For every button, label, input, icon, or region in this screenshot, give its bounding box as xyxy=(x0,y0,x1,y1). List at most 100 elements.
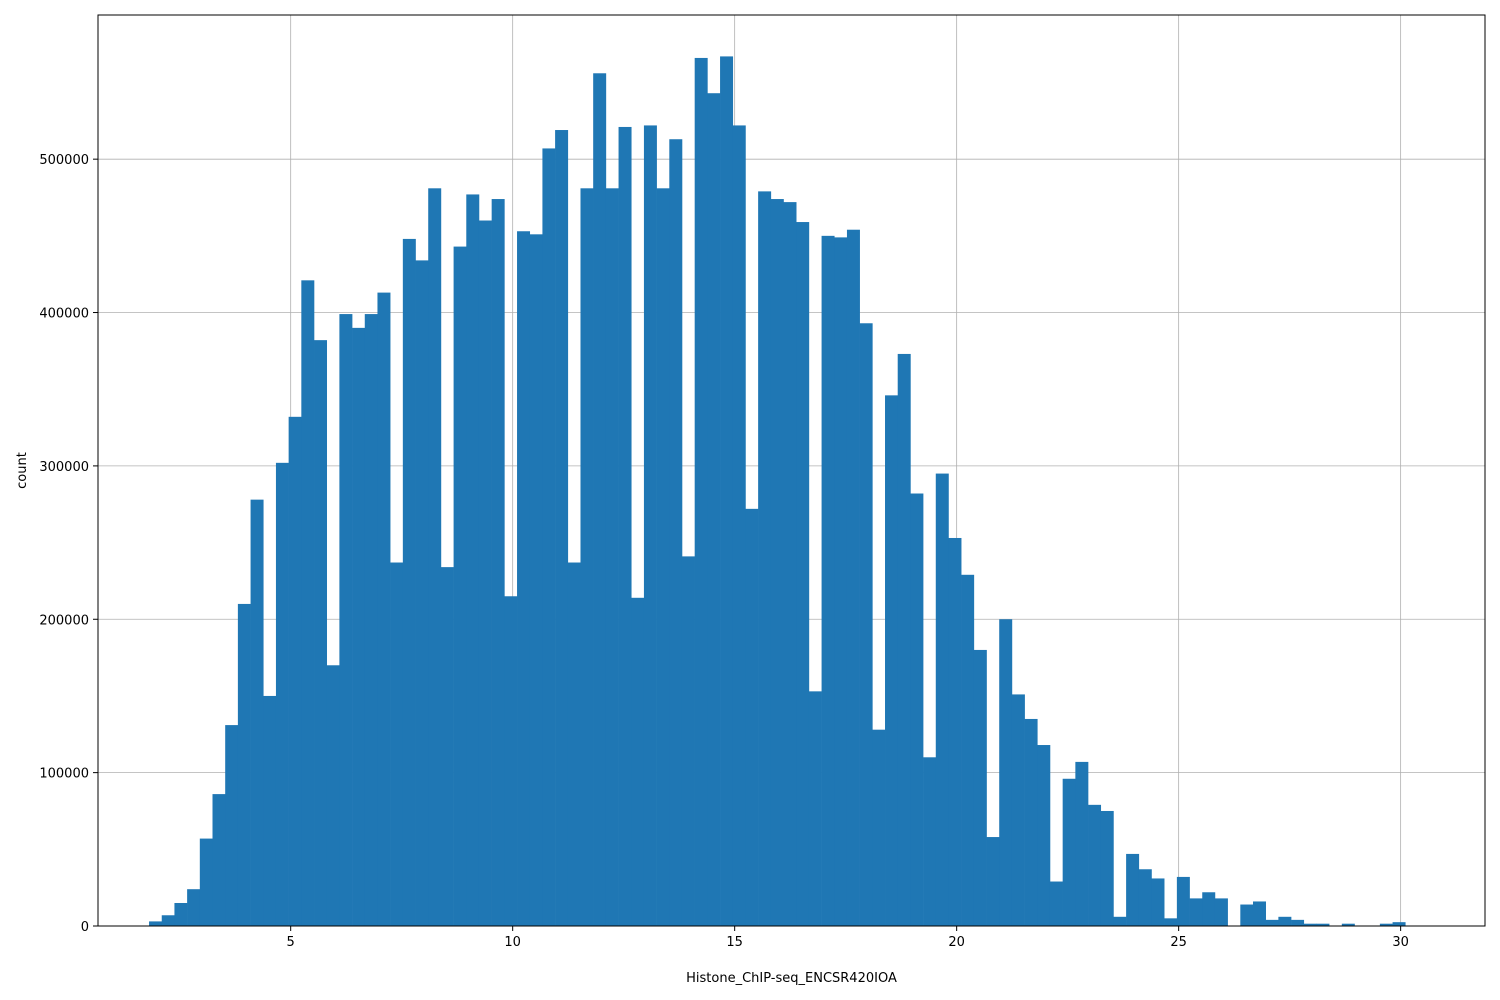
histogram-bar xyxy=(390,562,404,926)
histogram-bar xyxy=(517,231,531,926)
histogram-bar xyxy=(542,148,556,926)
histogram-bar xyxy=(808,691,822,926)
histogram-bar xyxy=(453,246,467,926)
histogram-bar xyxy=(631,597,645,926)
histogram-bar xyxy=(872,729,886,926)
histogram-bar xyxy=(288,416,302,926)
histogram-bar xyxy=(1189,898,1203,926)
histogram-bar xyxy=(1088,804,1102,926)
histogram-bar xyxy=(1138,869,1152,926)
histogram-bar xyxy=(1037,745,1051,926)
histogram-bar xyxy=(758,191,772,926)
histogram-bar xyxy=(796,222,810,926)
histogram-bar xyxy=(491,199,505,926)
histogram-bar xyxy=(961,574,975,926)
histogram-bar xyxy=(428,188,442,927)
axis-ticks: 5 10 15 20 25 30 0 100000 200000 300000 400000 5000… xyxy=(39,153,1409,950)
histogram-bar xyxy=(1151,878,1165,926)
y-tick-label: 0 xyxy=(81,920,89,935)
histogram-bar xyxy=(720,56,734,926)
histogram-bar xyxy=(593,73,607,926)
x-tick-label: 10 xyxy=(504,935,521,950)
plot-frame xyxy=(97,14,1486,927)
histogram-bar xyxy=(783,202,797,927)
histogram-bar xyxy=(1024,718,1038,926)
histogram-bar xyxy=(352,327,366,927)
histogram-bar xyxy=(149,921,163,926)
histogram-bar xyxy=(834,237,848,927)
histogram-bar xyxy=(669,139,683,926)
histogram-bar xyxy=(821,235,835,926)
histogram-bar xyxy=(1341,923,1355,926)
histogram-bar xyxy=(618,126,632,927)
histogram-bar xyxy=(339,314,353,926)
histogram-bar xyxy=(225,725,239,926)
histogram-bar xyxy=(364,314,378,926)
histogram-bar xyxy=(1202,892,1216,926)
histogram-bar xyxy=(745,508,759,926)
histogram-bar xyxy=(948,537,962,926)
histogram-bar xyxy=(1392,922,1406,926)
histogram-bar xyxy=(1113,916,1127,926)
histogram-bar xyxy=(478,220,492,926)
histogram-bar xyxy=(161,915,175,926)
histogram-bar xyxy=(555,130,569,926)
histogram-bar xyxy=(263,695,277,926)
histogram-bar xyxy=(694,57,708,927)
histogram-bar xyxy=(529,234,543,926)
histogram-bar xyxy=(1075,761,1089,926)
y-tick-label: 500000 xyxy=(39,153,89,168)
histogram-bar xyxy=(1265,919,1279,926)
histogram-bar xyxy=(1214,898,1228,926)
histogram-bar xyxy=(846,229,860,926)
histogram-bar xyxy=(1316,923,1330,926)
histogram-bar xyxy=(923,757,937,926)
x-axis-label: Histone_ChIP-seq_ENCSR420IOA xyxy=(686,971,897,986)
histogram-bar xyxy=(1011,694,1025,926)
histogram-bar xyxy=(999,619,1013,926)
histogram-bar xyxy=(1062,778,1076,926)
x-tick-label: 25 xyxy=(1170,935,1187,950)
histogram-bar xyxy=(1240,904,1254,926)
x-tick-label: 30 xyxy=(1392,935,1409,950)
histogram-bar xyxy=(377,292,391,927)
histogram-bar xyxy=(466,194,480,926)
histogram-bar xyxy=(859,323,873,926)
histogram-bar xyxy=(314,340,328,926)
histogram-bar xyxy=(605,188,619,927)
histogram-bar xyxy=(1049,881,1063,926)
histogram-bar xyxy=(1126,853,1140,926)
histogram-bar xyxy=(1253,901,1266,926)
histogram-bar xyxy=(885,395,899,926)
x-tick-label: 15 xyxy=(726,935,743,950)
histogram-bar xyxy=(897,353,911,927)
histogram-bar xyxy=(174,902,188,926)
histogram-bar xyxy=(1100,810,1114,926)
histogram-bar xyxy=(567,562,581,926)
x-tick-label: 20 xyxy=(948,935,965,950)
histogram-bar xyxy=(212,794,226,926)
histogram-bar xyxy=(1164,918,1178,926)
histogram-bar xyxy=(643,125,657,926)
histogram-bar xyxy=(681,556,695,926)
histogram-bar xyxy=(1379,923,1393,926)
histogram-bars xyxy=(149,56,1406,927)
histogram-bar xyxy=(973,649,987,926)
histogram-bar xyxy=(707,93,721,927)
histogram-bar xyxy=(580,188,594,927)
histogram-bar xyxy=(1303,923,1317,926)
y-axis-label: count xyxy=(15,452,30,489)
y-tick-label: 200000 xyxy=(39,613,89,628)
histogram-bar xyxy=(402,238,416,926)
histogram-bar xyxy=(1278,916,1292,926)
histogram-bar xyxy=(504,596,518,926)
histogram-bar xyxy=(301,280,315,926)
histogram-bar xyxy=(1291,919,1305,926)
histogram-bar xyxy=(440,567,454,926)
histogram-bar xyxy=(935,473,949,926)
histogram-bar xyxy=(187,889,201,926)
histogram-bar xyxy=(656,188,670,927)
histogram-bar xyxy=(250,499,264,926)
y-tick-label: 400000 xyxy=(39,307,89,322)
